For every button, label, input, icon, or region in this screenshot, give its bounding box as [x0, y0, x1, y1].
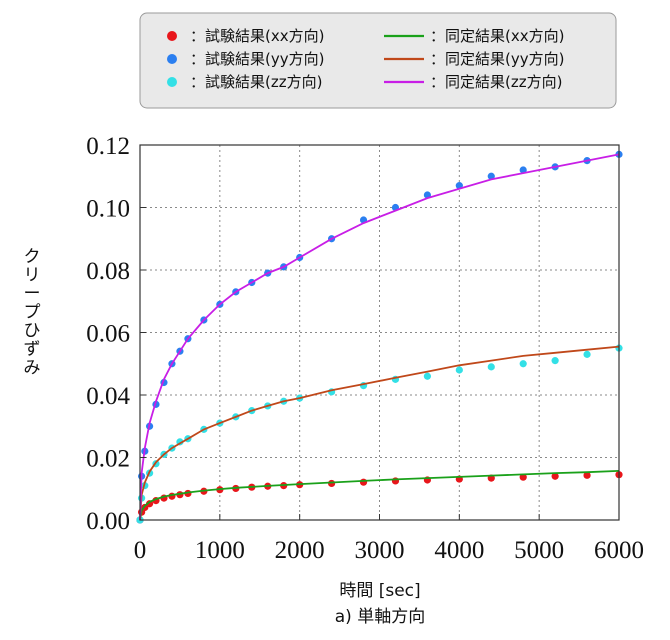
data-point — [519, 473, 527, 481]
y-axis-title-char: ク — [24, 247, 41, 267]
y-tick-label: 0.06 — [86, 321, 130, 348]
y-tick-label: 0.10 — [86, 196, 130, 223]
data-point — [487, 363, 495, 371]
x-tick-label: 2000 — [275, 537, 325, 564]
y-axis-title-char: ず — [24, 340, 41, 360]
data-point — [551, 357, 559, 365]
series — [136, 150, 623, 524]
legend-label: ：同定結果(zz方向) — [430, 73, 562, 91]
data-point — [551, 472, 559, 480]
x-tick-label: 3000 — [355, 537, 405, 564]
data-point — [359, 478, 368, 486]
fit-line-0 — [139, 470, 620, 521]
legend: ：試験結果(xx方向) ：試験結果(yy方向) ：試験結果(zz方向) ：同定結果(x… — [167, 27, 564, 91]
data-point — [487, 172, 495, 180]
legend-label: ：試験結果(zz方向) — [190, 73, 322, 91]
data-point — [423, 372, 431, 380]
data-point — [519, 360, 527, 368]
y-axis-title-char: ー — [24, 284, 41, 304]
data-point — [519, 166, 527, 174]
data-point — [583, 350, 591, 358]
fit-line-2 — [139, 153, 620, 521]
grid — [140, 145, 619, 520]
y-axis-title-char: リ — [24, 266, 41, 286]
data-point — [583, 471, 591, 479]
data-point — [455, 366, 463, 374]
legend-box — [139, 12, 617, 109]
x-tick-label: 4000 — [434, 537, 484, 564]
x-axis-title: 時間 [sec] — [339, 581, 420, 601]
y-axis-title-char: プ — [24, 303, 41, 323]
legend-label: ：同定結果(xx方向) — [430, 27, 564, 45]
y-tick-label: 0.04 — [86, 383, 130, 410]
y-axis-title-char: み — [24, 358, 41, 378]
y-axis-title-char: ひ — [24, 321, 41, 341]
chart-caption: a) 単軸方向 — [335, 607, 425, 627]
x-tick-label: 5000 — [514, 537, 564, 564]
fit-line-1 — [139, 345, 620, 521]
legend-label: ：試験結果(yy方向) — [190, 50, 324, 68]
legend-marker — [167, 77, 177, 87]
y-tick-label: 0.02 — [86, 446, 130, 473]
y-tick-label: 0.08 — [86, 258, 130, 285]
x-tick-label: 6000 — [594, 537, 644, 564]
y-tick-label: 0.12 — [86, 133, 130, 160]
legend-label: ：同定結果(yy方向) — [430, 50, 564, 68]
legend-label: ：試験結果(xx方向) — [190, 27, 324, 45]
x-tick-label: 1000 — [195, 537, 245, 564]
legend-marker — [167, 31, 177, 41]
x-tick-label: 0 — [134, 537, 147, 564]
y-tick-label: 0.00 — [86, 508, 130, 535]
ticks: 0 1000 2000 3000 4000 5000 6000 0.00 0.02 0.04 0.0… — [86, 133, 644, 564]
legend-marker — [167, 54, 177, 64]
